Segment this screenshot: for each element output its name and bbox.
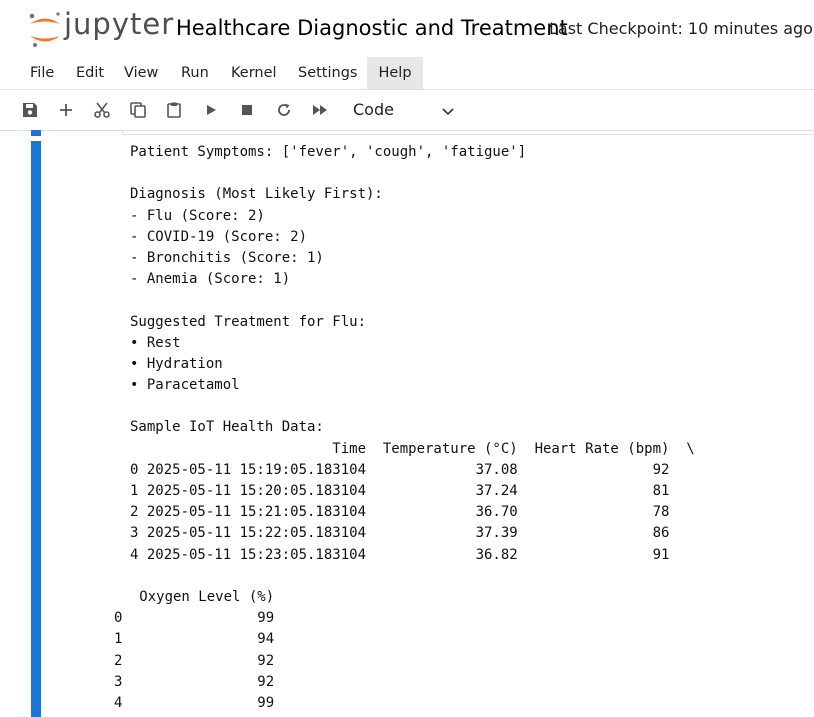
cut-button[interactable] <box>90 98 114 122</box>
checkpoint-status: Last Checkpoint: 10 minutes ago <box>549 19 813 38</box>
menu-view[interactable]: View <box>124 65 159 81</box>
output-line: - Anemia (Score: 1) <box>130 271 291 288</box>
output-line: 3 92 <box>114 673 275 690</box>
output-line: 3 2025-05-11 15:22:05.183104 37.39 86 <box>130 525 670 542</box>
output-line <box>130 566 695 587</box>
fast-forward-icon <box>313 105 327 115</box>
output-line: 4 2025-05-11 15:23:05.183104 36.82 91 <box>130 546 670 563</box>
run-icon <box>207 105 216 115</box>
output-line: Diagnosis (Most Likely First): <box>130 186 383 203</box>
notebook-title[interactable]: Healthcare Diagnostic and Treatment <box>176 16 568 40</box>
notebook-toolbar: Code <box>0 90 814 131</box>
output-line: 2 2025-05-11 15:21:05.183104 36.70 78 <box>130 504 670 521</box>
output-line: Oxygen Level (%) <box>114 588 275 605</box>
cut-icon <box>94 102 110 118</box>
copy-icon <box>130 102 146 118</box>
restart-button[interactable] <box>272 98 296 122</box>
cell-output: Patient Symptoms: ['fever', 'cough', 'fa… <box>114 142 695 714</box>
output-line: - Flu (Score: 2) <box>130 207 265 224</box>
output-line: Suggested Treatment for Flu: <box>130 313 367 330</box>
output-line: Sample IoT Health Data: <box>130 419 324 436</box>
interrupt-button[interactable] <box>235 98 259 122</box>
chevron-down-icon[interactable] <box>441 104 455 118</box>
menu-file[interactable]: File <box>30 65 55 81</box>
output-line <box>130 290 695 311</box>
output-line: • Rest <box>130 334 181 351</box>
output-line: 2 92 <box>114 652 275 669</box>
menu-run[interactable]: Run <box>181 65 209 81</box>
output-line: 4 99 <box>114 694 275 711</box>
notebook-header: jupyter Healthcare Diagnostic and Treatm… <box>0 0 814 58</box>
menu-settings[interactable]: Settings <box>298 65 358 81</box>
output-line: • Hydration <box>130 355 223 372</box>
menu-help[interactable]: Help <box>367 57 423 89</box>
previous-cell-border <box>122 130 814 135</box>
run-all-button[interactable] <box>308 98 332 122</box>
output-line <box>130 396 695 417</box>
output-line: Time Temperature (°C) Heart Rate (bpm) \ <box>130 440 695 457</box>
paste-button[interactable] <box>162 98 186 122</box>
menu-edit[interactable]: Edit <box>76 65 105 81</box>
run-button[interactable] <box>199 98 223 122</box>
output-line: 1 2025-05-11 15:20:05.183104 37.24 81 <box>130 483 670 499</box>
menu-bar: File Edit View Run Kernel Settings Help <box>0 57 814 90</box>
output-line: - Bronchitis (Score: 1) <box>130 249 324 266</box>
previous-cell-indicator <box>31 130 41 136</box>
output-line: - COVID-19 (Score: 2) <box>130 228 308 245</box>
output-line: 0 99 <box>114 610 275 627</box>
output-line: • Paracetamol <box>130 377 240 394</box>
insert-cell-button[interactable] <box>54 98 78 122</box>
cell-type-select[interactable]: Code <box>353 100 394 119</box>
restart-icon <box>278 103 290 116</box>
jupyter-logo[interactable] <box>26 10 166 50</box>
stop-icon <box>242 105 252 115</box>
add-icon <box>60 104 72 116</box>
menu-kernel[interactable]: Kernel <box>231 65 277 81</box>
output-line <box>130 163 695 184</box>
save-button[interactable] <box>18 98 42 122</box>
output-line: 1 94 <box>114 631 275 648</box>
output-line: 0 2025-05-11 15:19:05.183104 37.08 92 <box>130 461 670 478</box>
jupyter-wordmark: jupyter <box>64 7 175 41</box>
copy-button[interactable] <box>126 98 150 122</box>
save-icon <box>23 103 37 117</box>
active-cell-indicator[interactable] <box>31 141 41 717</box>
output-line: Patient Symptoms: ['fever', 'cough', 'fa… <box>130 144 527 160</box>
paste-icon <box>167 102 181 118</box>
